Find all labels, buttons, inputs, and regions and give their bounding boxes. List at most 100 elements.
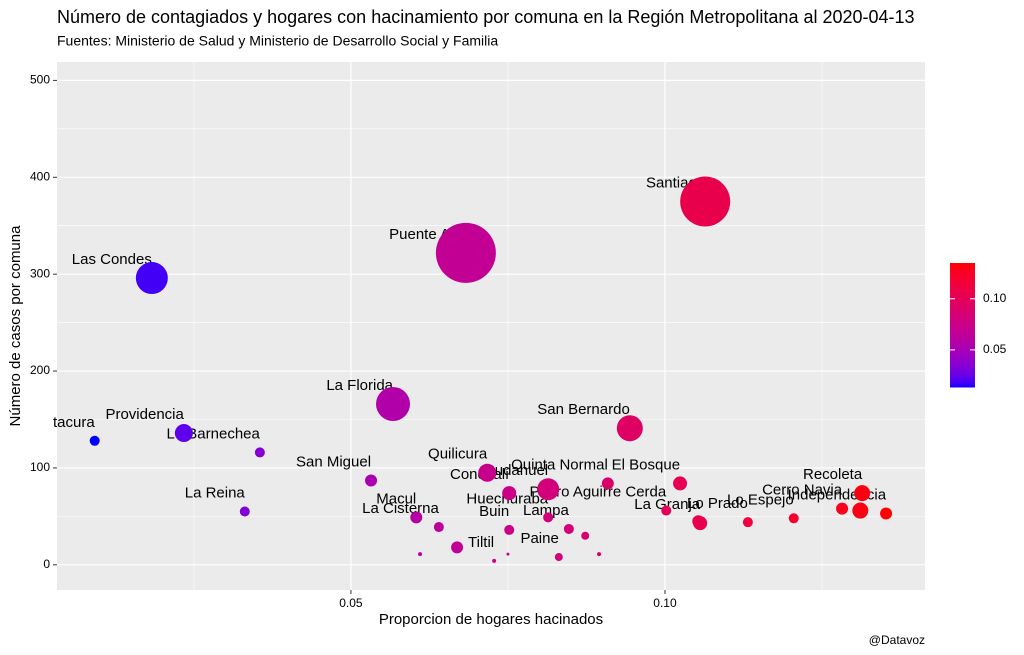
y-tick-label: 500	[30, 73, 50, 87]
legend-gradient	[950, 277, 975, 281]
legend-gradient	[950, 287, 975, 291]
legend-gradient	[950, 283, 975, 287]
legend-gradient	[950, 271, 975, 274]
legend-gradient	[950, 335, 975, 338]
point	[852, 502, 869, 519]
legend-gradient	[950, 310, 975, 314]
legend-gradient	[950, 269, 975, 272]
point	[135, 262, 168, 295]
point	[692, 515, 705, 528]
legend-gradient	[950, 347, 975, 351]
y-tick-label: 300	[30, 266, 50, 280]
legend-gradient	[950, 314, 975, 318]
point-label: Paine	[520, 530, 558, 547]
legend-gradient	[950, 368, 975, 371]
point-label: Recoleta	[803, 466, 863, 483]
legend-gradient	[950, 337, 975, 340]
legend-gradient	[950, 273, 975, 276]
legend-gradient	[950, 339, 975, 343]
point	[742, 517, 753, 528]
point	[854, 485, 871, 502]
legend-gradient	[950, 308, 975, 312]
legend-gradient	[950, 364, 975, 367]
point	[601, 477, 614, 490]
legend: 0.05 0.10	[950, 263, 1007, 388]
legend-gradient	[950, 318, 975, 322]
point	[506, 552, 510, 556]
legend-gradient	[950, 362, 975, 365]
point	[554, 553, 563, 562]
legend-gradient	[950, 343, 975, 347]
point-label: Las Condes	[72, 251, 152, 268]
legend-gradient	[950, 380, 975, 384]
point	[661, 505, 672, 516]
legend-gradient	[950, 329, 975, 332]
point-label: Vitacura	[40, 414, 95, 431]
legend-gradient	[950, 331, 975, 334]
point-label: Independencia	[788, 486, 887, 503]
chart-subtitle: Fuentes: Ministerio de Salud y Ministeri…	[57, 33, 498, 49]
point-label: San Miguel	[296, 453, 371, 470]
points	[89, 176, 893, 563]
legend-gradient	[950, 333, 975, 336]
legend-gradient	[950, 291, 975, 295]
legend-gradient	[950, 376, 975, 380]
point-label: Pudahuel	[485, 462, 548, 479]
point-label: San Bernardo	[537, 401, 630, 418]
legend-gradient	[950, 294, 975, 297]
legend-gradient	[950, 267, 975, 270]
point	[451, 541, 464, 554]
legend-gradient	[950, 316, 975, 320]
point-label: Lampa	[523, 502, 570, 519]
point-label: La Granja	[634, 496, 701, 513]
y-tick-label: 0	[43, 557, 50, 571]
legend-gradient	[950, 384, 975, 388]
legend-gradient	[950, 300, 975, 303]
point-label: Providencia	[105, 406, 184, 423]
legend-gradient	[950, 370, 975, 374]
point	[788, 513, 799, 524]
point	[504, 524, 515, 535]
point-label: Lo Prado	[687, 495, 748, 512]
y-tick-label: 400	[30, 169, 50, 183]
point	[410, 511, 423, 524]
legend-gradient	[950, 349, 975, 353]
point-label: La Florida	[326, 377, 393, 394]
legend-gradient	[950, 306, 975, 309]
legend-gradient	[950, 358, 975, 361]
point	[581, 531, 590, 540]
point-label: El Bosque	[612, 456, 680, 473]
legend-gradient	[950, 320, 975, 324]
point	[89, 435, 100, 446]
point	[563, 523, 574, 534]
legend-gradient	[950, 356, 975, 359]
legend-gradient	[950, 304, 975, 307]
legend-gradient	[950, 289, 975, 293]
point	[254, 447, 265, 458]
legend-gradient	[950, 265, 975, 268]
point	[880, 507, 893, 520]
legend-label: 0.10	[983, 291, 1007, 305]
point	[435, 222, 496, 283]
point	[597, 552, 602, 557]
x-tick-label: 0.05	[339, 596, 363, 610]
legend-gradient	[950, 285, 975, 289]
point	[478, 463, 497, 482]
legend-gradient	[950, 325, 975, 328]
legend-gradient	[950, 281, 975, 285]
point	[239, 506, 250, 517]
chart-title: Número de contagiados y hogares con haci…	[57, 7, 915, 27]
point-label: La Reina	[185, 484, 246, 501]
legend-label: 0.05	[983, 342, 1007, 356]
legend-gradient	[950, 302, 975, 305]
y-axis-label: Número de casos por comuna	[7, 225, 24, 427]
legend-gradient	[950, 351, 975, 355]
legend-gradient	[950, 360, 975, 363]
legend-gradient	[950, 279, 975, 283]
point	[543, 512, 554, 523]
legend-gradient	[950, 353, 975, 357]
legend-gradient	[950, 382, 975, 386]
point	[616, 415, 643, 442]
point	[836, 502, 849, 515]
